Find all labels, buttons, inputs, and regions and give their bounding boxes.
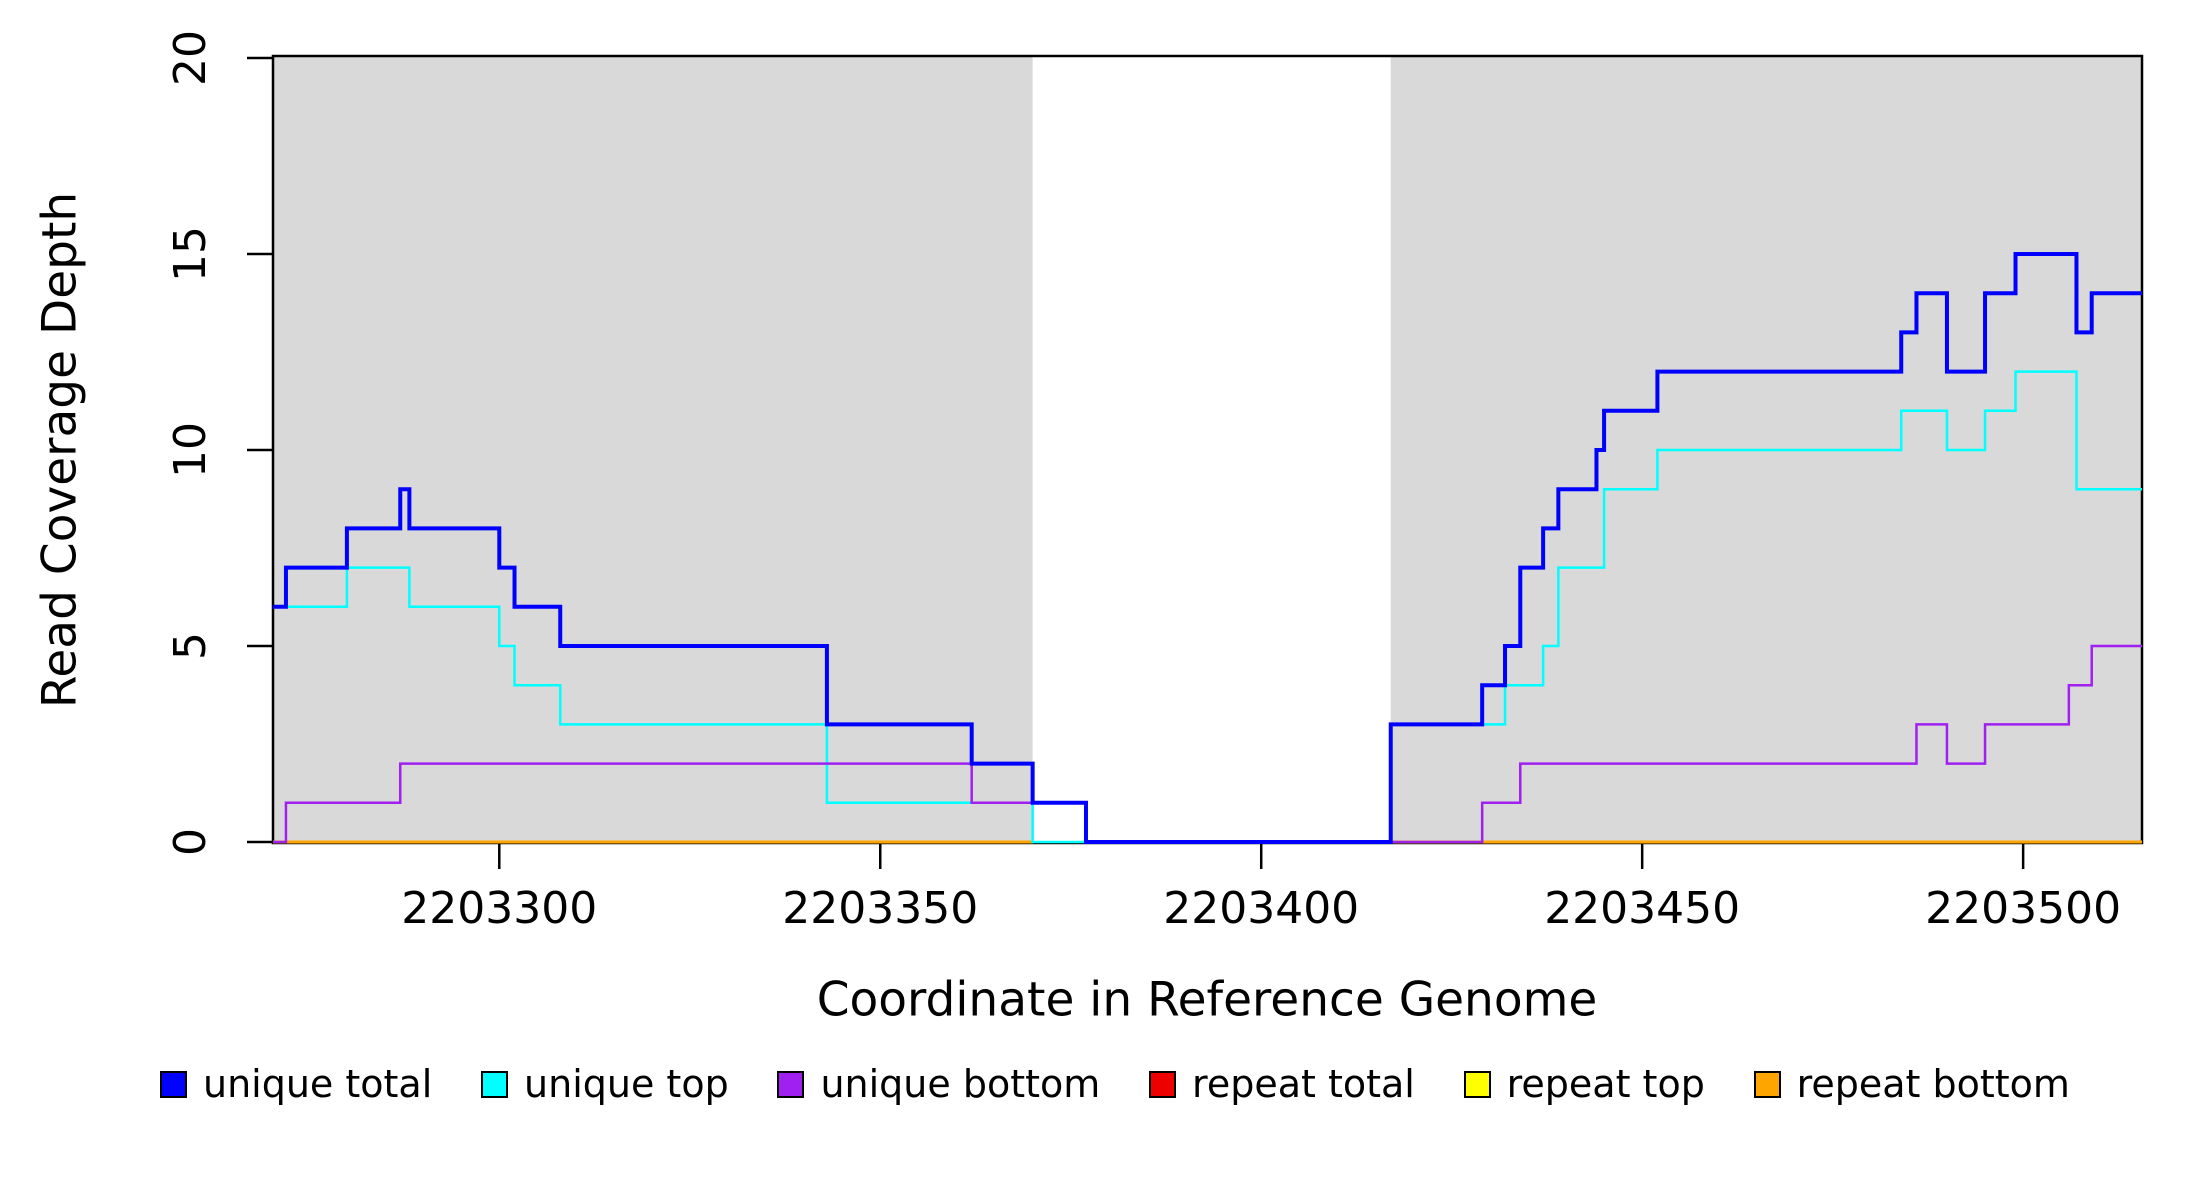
x-axis-title: Coordinate in Reference Genome — [816, 972, 1598, 1028]
y-axis-title: Read Coverage Depth — [32, 191, 88, 709]
legend-label: repeat total — [1192, 1062, 1415, 1106]
legend-item-unique-top: unique top — [481, 1062, 729, 1106]
legend-label: unique bottom — [820, 1062, 1101, 1106]
legend-item-repeat-top: repeat top — [1463, 1062, 1705, 1106]
legend-swatch-unique-total — [160, 1070, 187, 1098]
chart-legend: unique total unique top unique bottom repea… — [160, 1062, 2070, 1106]
plot-line-unique-total — [273, 252, 2142, 844]
legend-swatch-unique-bottom — [777, 1070, 805, 1098]
legend-swatch-repeat-bottom — [1753, 1070, 1781, 1098]
legend-item-unique-bottom: unique bottom — [777, 1062, 1100, 1106]
y-axis-tick-label: 0 — [165, 828, 216, 856]
x-axis-tick-label: 2203350 — [782, 883, 978, 934]
y-axis-tick-label: 5 — [165, 632, 216, 660]
legend-item-unique-total: unique total — [160, 1062, 432, 1106]
x-axis-tick-label: 2203450 — [1544, 883, 1740, 934]
legend-label: repeat top — [1506, 1062, 1705, 1106]
legend-label: repeat bottom — [1796, 1062, 2070, 1106]
y-axis-tick-label: 15 — [165, 226, 216, 282]
plot-line-unique-top — [273, 370, 2142, 844]
y-axis-tick-label: 10 — [165, 422, 216, 478]
x-axis-tick-label: 2203500 — [1925, 883, 2121, 934]
legend-item-repeat-bottom: repeat bottom — [1753, 1062, 2070, 1106]
plot-line-unique-bottom — [273, 644, 2142, 844]
legend-swatch-repeat-total — [1149, 1070, 1177, 1098]
legend-swatch-unique-top — [481, 1070, 509, 1098]
legend-label: unique total — [203, 1062, 433, 1106]
y-axis-tick-label: 20 — [165, 30, 216, 86]
legend-swatch-repeat-top — [1463, 1070, 1491, 1098]
highlight-region-1 — [273, 56, 1033, 843]
legend-label: unique top — [524, 1062, 729, 1106]
x-axis-tick-label: 2203400 — [1163, 883, 1359, 934]
x-axis-tick-label: 2203300 — [401, 883, 597, 934]
legend-item-repeat-total: repeat total — [1149, 1062, 1415, 1106]
